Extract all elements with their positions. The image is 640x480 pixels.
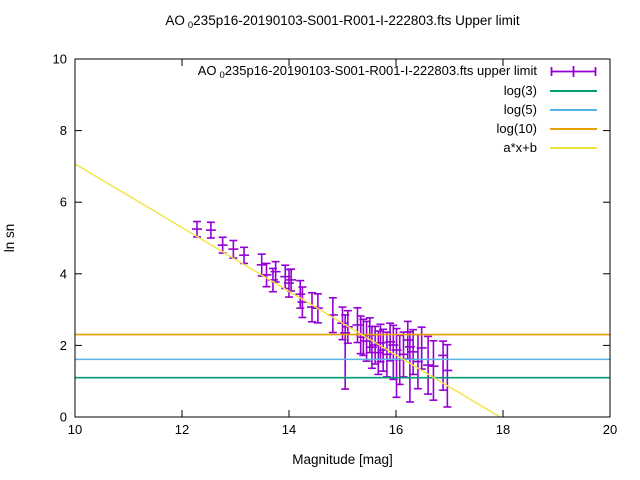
errorbar-point: [239, 246, 250, 265]
errorbar-point: [423, 335, 434, 395]
legend-row-upper-limit: AO 0235p16-20190103-S001-R001-I-222803.ft…: [198, 62, 597, 81]
line-sample-swatch: [550, 89, 597, 92]
x-tick-label: 20: [603, 422, 617, 437]
x-tick-label: 14: [282, 422, 296, 437]
legend-sample-upper-limit: [550, 62, 597, 81]
y-tick-label: 6: [60, 195, 67, 210]
errorbar-point: [261, 262, 272, 288]
legend-sample-fit: [550, 146, 597, 149]
line-sample-swatch: [550, 146, 597, 149]
plot-border: [74, 58, 611, 418]
legend-label-log5: log(5): [503, 102, 537, 117]
legend-sample-log10: [550, 127, 597, 130]
x-tick-label: 18: [496, 422, 510, 437]
errorbar-point: [297, 286, 308, 319]
errorbar-point: [373, 330, 384, 376]
y-tick-label: 0: [60, 410, 67, 425]
line-sample-swatch: [550, 127, 597, 130]
legend-row-fit: a*x+b: [198, 138, 597, 157]
x-tick-label: 12: [175, 422, 189, 437]
x-axis-title: Magnitude [mag]: [292, 452, 393, 467]
chart-title-prefix: AO: [165, 13, 185, 28]
fit-line: [74, 163, 501, 418]
errorbar-point: [270, 260, 281, 283]
errorbar-point: [205, 221, 216, 239]
errorbar-point: [408, 328, 419, 376]
errorbar-sample-glyph: [550, 66, 597, 77]
x-tick-label: 16: [389, 422, 403, 437]
y-tick-label: 4: [60, 266, 67, 281]
legend-sample-log3: [550, 89, 597, 92]
errorbar-point: [284, 268, 294, 298]
errorbar-point: [428, 339, 439, 401]
chart-title: AO 0235p16-20190103-S001-R001-I-222803.ft…: [75, 13, 610, 31]
x-tick-label: 10: [68, 422, 82, 437]
y-tick-label: 8: [60, 123, 67, 138]
series-upper-limit: [191, 220, 453, 408]
legend-row-log5: log(5): [198, 100, 597, 119]
y-tick-label: 2: [60, 338, 67, 353]
errorbar-sample-icon: [550, 66, 597, 77]
legend: AO 0235p16-20190103-S001-R001-I-222803.ft…: [198, 62, 597, 157]
errorbar-point: [391, 327, 402, 399]
legend-row-log10: log(10): [198, 119, 597, 138]
legend-label-log10: log(10): [496, 121, 537, 136]
chart-title-subscript: 0: [187, 20, 194, 31]
legend-label-fit: a*x+b: [503, 140, 537, 155]
axes: [74, 58, 611, 418]
legend-label-upper-limit: AO 0235p16-20190103-S001-R001-I-222803.ft…: [197, 62, 537, 81]
errorbar-point: [442, 343, 453, 408]
errorbar-point: [295, 279, 306, 309]
line-sample-swatch: [550, 108, 597, 111]
legend-sample-log5: [550, 108, 597, 111]
legend-row-log3: log(3): [198, 81, 597, 100]
chart-title-rest: 235p16-20190103-S001-R001-I-222803.fts U…: [193, 13, 520, 28]
errorbar-point: [438, 340, 449, 391]
errorbar-point: [217, 236, 228, 254]
errorbar-point: [286, 268, 297, 292]
y-axis-title: ln sn: [2, 223, 17, 253]
y-tick-label: 10: [53, 52, 67, 67]
legend-label-log3: log(3): [503, 83, 537, 98]
